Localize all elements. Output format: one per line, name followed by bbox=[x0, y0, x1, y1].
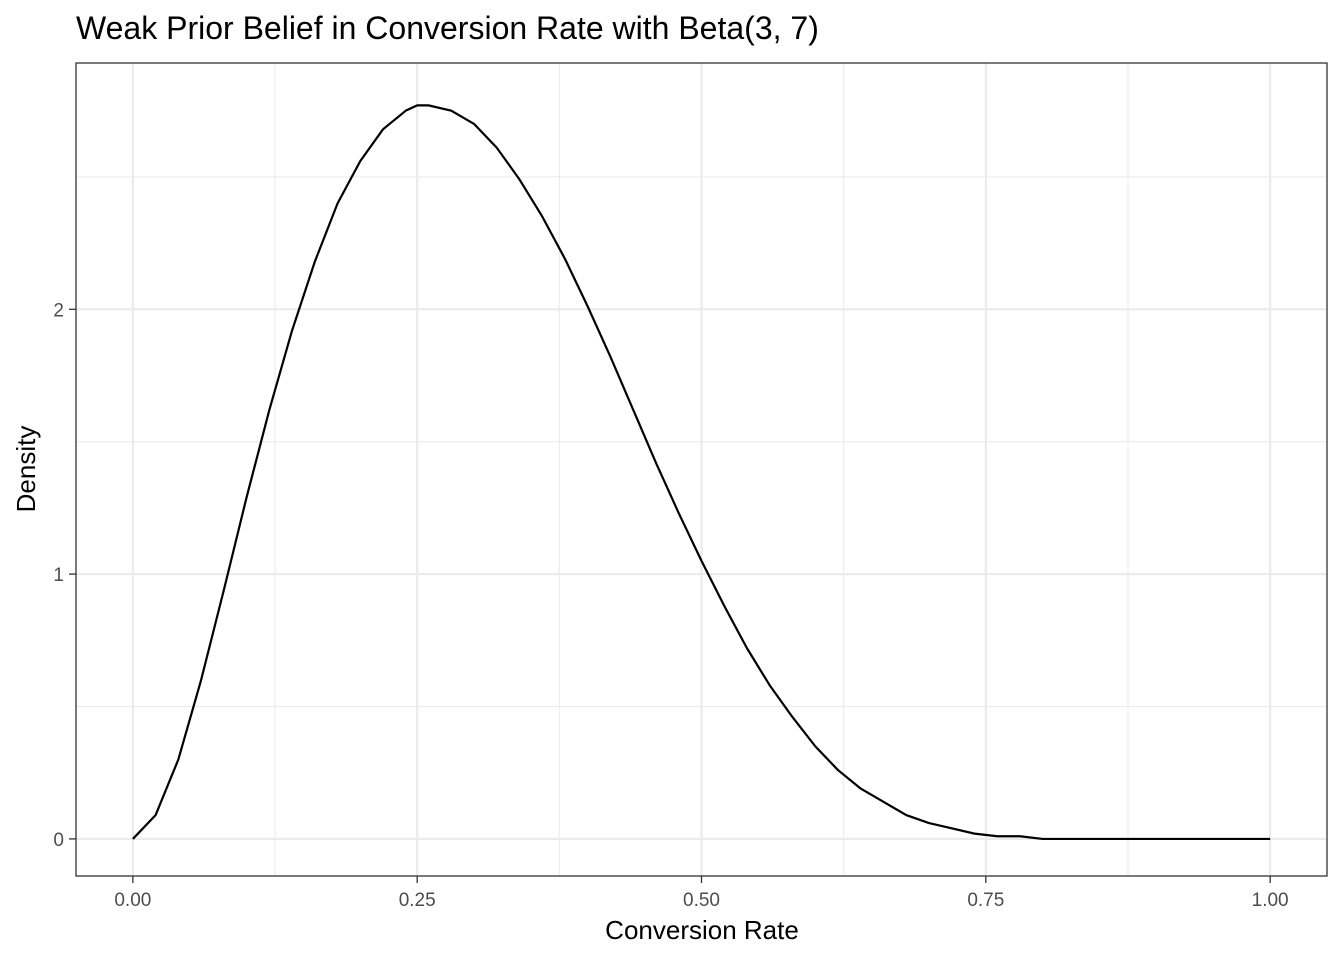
x-tick-label: 0.00 bbox=[114, 890, 151, 911]
y-tick-label: 1 bbox=[53, 565, 64, 586]
y-axis-title: Density bbox=[11, 426, 41, 513]
x-tick-label: 1.00 bbox=[1252, 890, 1289, 911]
x-tick-label: 0.75 bbox=[967, 890, 1004, 911]
y-tick-label: 2 bbox=[53, 300, 64, 321]
y-tick-label: 0 bbox=[53, 830, 64, 851]
chart-title: Weak Prior Belief in Conversion Rate wit… bbox=[76, 10, 819, 46]
density-line bbox=[132, 104, 1271, 841]
series-layer bbox=[132, 104, 1271, 841]
x-axis-title: Conversion Rate bbox=[605, 915, 799, 945]
x-tick-label: 0.50 bbox=[683, 890, 720, 911]
grid-layer bbox=[76, 63, 1327, 876]
axis-layer: 0.00 0.25 0.50 0.75 1.00 0 1 2 bbox=[53, 300, 1288, 911]
x-tick-label: 0.25 bbox=[399, 890, 436, 911]
